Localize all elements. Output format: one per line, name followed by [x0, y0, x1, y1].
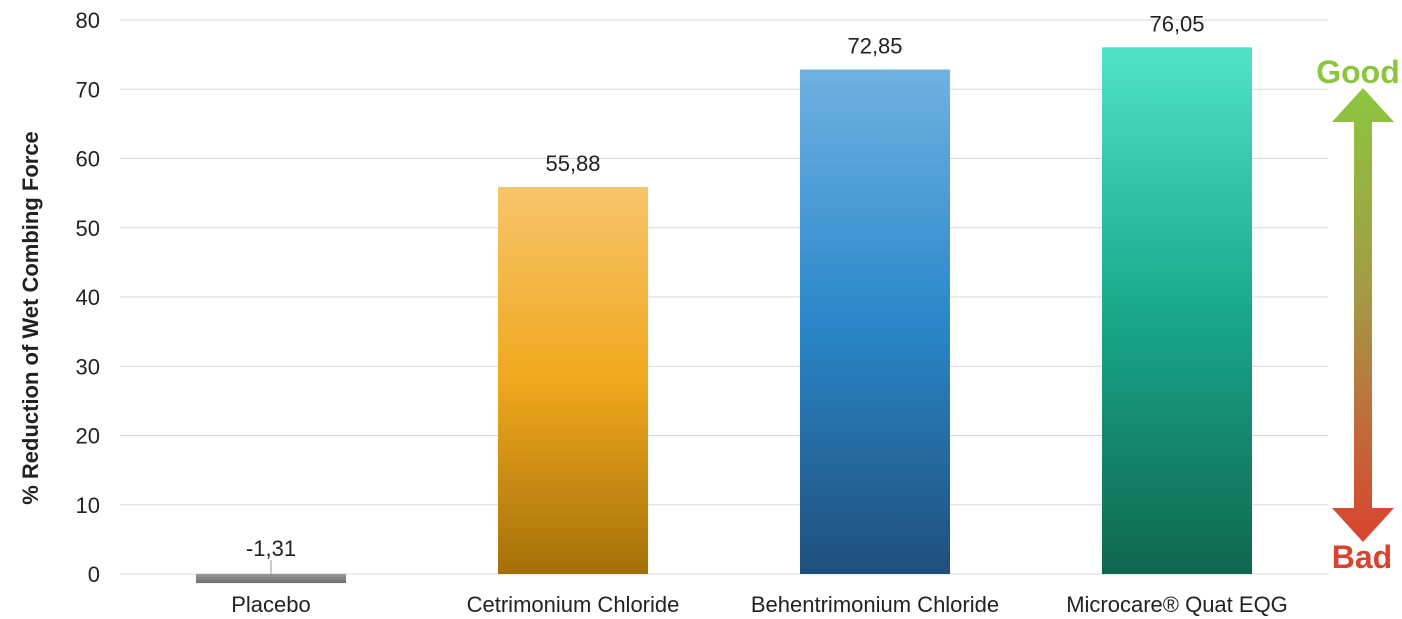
data-label: -1,31	[246, 536, 296, 561]
y-tick-label: 40	[76, 285, 100, 310]
y-tick-label: 30	[76, 354, 100, 379]
category-label: Behentrimonium Chloride	[751, 592, 999, 617]
data-label: 76,05	[1149, 11, 1204, 36]
bars	[196, 47, 1252, 584]
y-axis-label: % Reduction of Wet Combing Force	[18, 131, 43, 505]
data-label: 55,88	[545, 151, 600, 176]
bad-label: Bad	[1332, 539, 1392, 575]
y-tick-labels: 0 10 20 30 40 50 60 70 80	[76, 8, 100, 587]
y-tick-label: 80	[76, 8, 100, 33]
bar	[498, 187, 648, 574]
bar	[800, 69, 950, 575]
y-tick-label: 70	[76, 77, 100, 102]
data-labels: -1,31 55,88 72,85 76,05	[246, 11, 1205, 574]
bar	[196, 574, 346, 584]
category-label: Cetrimonium Chloride	[467, 592, 680, 617]
y-tick-label: 50	[76, 216, 100, 241]
bar	[1102, 47, 1252, 574]
data-label: 72,85	[847, 34, 902, 59]
up-down-arrow	[1332, 88, 1394, 542]
gridlines	[120, 19, 1328, 575]
category-label: Microcare® Quat EQG	[1066, 592, 1288, 617]
y-tick-label: 20	[76, 424, 100, 449]
y-tick-label: 10	[76, 493, 100, 518]
y-tick-label: 60	[76, 147, 100, 172]
category-labels: Placebo Cetrimonium Chloride Behentrimoniu…	[231, 592, 1288, 617]
y-tick-label: 0	[88, 562, 100, 587]
good-label: Good	[1316, 54, 1400, 90]
category-label: Placebo	[231, 592, 311, 617]
good-bad-indicator: Good Bad	[1316, 54, 1400, 575]
